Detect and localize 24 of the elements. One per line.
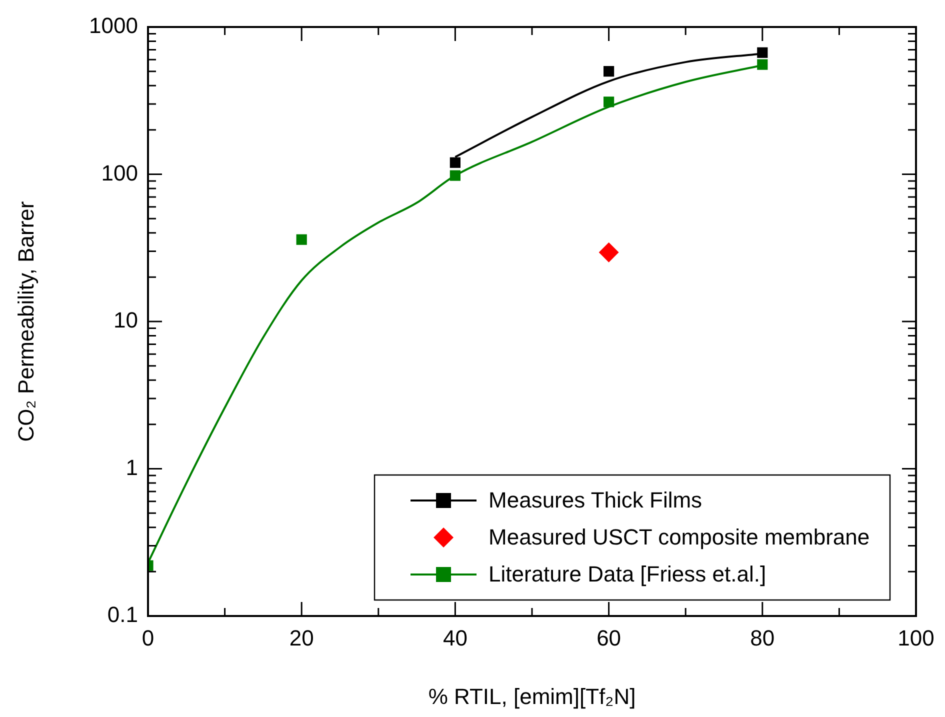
x-tick-label: 100 [898, 625, 934, 650]
x-tick-label: 80 [750, 625, 775, 650]
x-tick-label: 0 [142, 625, 154, 650]
legend-label: Literature Data [Friess et.al.] [488, 562, 766, 587]
point [450, 157, 461, 168]
y-tick-label: 100 [101, 160, 138, 186]
y-tick-label: 1 [126, 454, 138, 480]
x-tick-label: 60 [596, 625, 622, 650]
y-tick-label: 1000 [89, 13, 138, 38]
point [757, 59, 768, 70]
y-axis-title: CO₂ Permeability, Barrer [13, 201, 38, 442]
point [603, 96, 614, 108]
legend-label: Measured USCT composite membrane [488, 524, 870, 550]
x-axis-title: % RTIL, [emim][Tf₂N] [428, 684, 636, 709]
point [450, 170, 461, 181]
y-tick-label: 10 [114, 308, 138, 333]
point [757, 47, 768, 58]
point [598, 242, 619, 262]
x-tick-label: 40 [442, 625, 468, 650]
legend-label: Measures Thick Films [488, 488, 702, 513]
y-tick-label: 0.1 [107, 602, 138, 628]
x-tick-label: 20 [289, 625, 314, 650]
point [603, 66, 614, 77]
point [296, 234, 307, 245]
